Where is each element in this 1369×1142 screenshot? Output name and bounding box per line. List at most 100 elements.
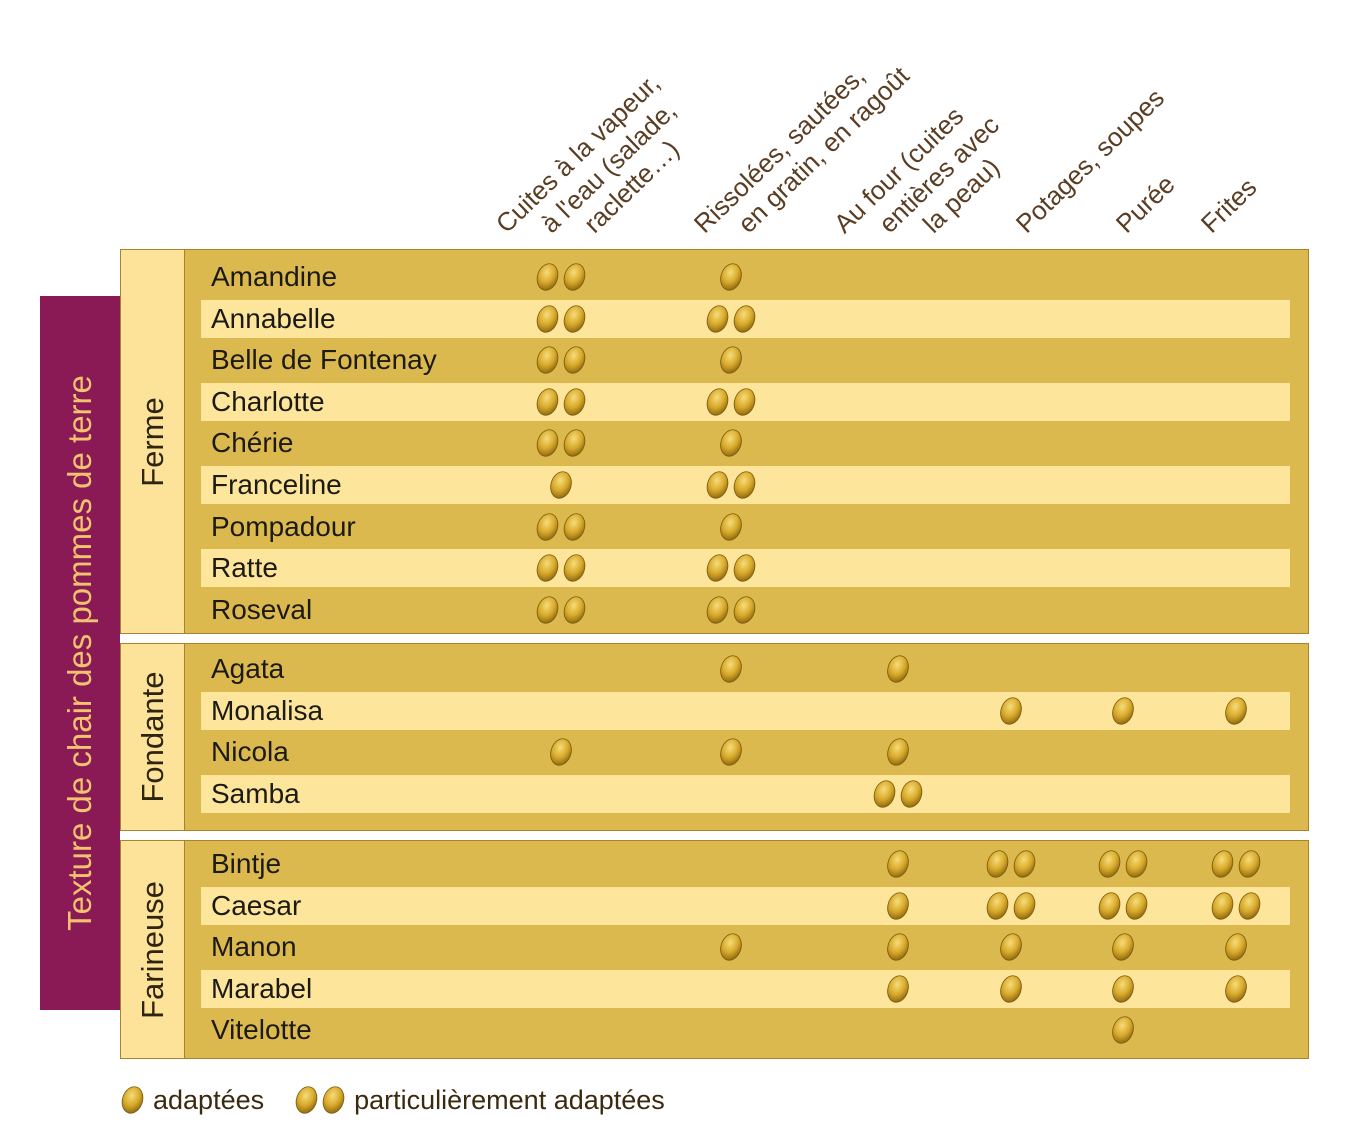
potato-icon (720, 263, 742, 291)
rating-suited (886, 891, 911, 921)
rating-particularly-suited (535, 387, 587, 417)
potato-icon (873, 780, 896, 808)
group-label-text: Farineuse (134, 880, 170, 1019)
rating-particularly-suited (705, 595, 757, 625)
potato-icon (563, 512, 586, 541)
potato-icon (1125, 891, 1148, 920)
group-label-text: Fondante (134, 671, 170, 803)
potato-icon (1112, 933, 1134, 961)
potato-icon (536, 346, 559, 374)
potato-icon (1238, 891, 1261, 920)
variety-name: Agata (211, 653, 285, 684)
rating-particularly-suited (535, 345, 587, 375)
potato-icon (887, 655, 909, 683)
rating-particularly-suited (1210, 849, 1262, 879)
rating-suited (1224, 974, 1249, 1004)
variety-name: Roseval (211, 593, 313, 625)
potato-icon (1013, 850, 1036, 878)
variety-name: Caesar (211, 889, 302, 921)
group-label-text: Ferme (134, 396, 170, 487)
potato-icon (706, 304, 729, 333)
potato-icon (1112, 1016, 1134, 1044)
potato-icon (536, 554, 559, 582)
table-row: Manon (201, 928, 1290, 966)
potato-icon (986, 891, 1009, 920)
table-row: Agata (201, 650, 1290, 688)
rating-suited (886, 974, 911, 1004)
potato-icon (563, 554, 586, 582)
table-row: Charlotte (201, 382, 1290, 421)
rating-suited (1111, 932, 1136, 962)
potato-icon (706, 388, 729, 416)
rating-suited (719, 654, 744, 684)
row-axis-label-box: Texture de chair des pommes de terre (40, 296, 120, 1010)
variety-name: Samba (211, 777, 300, 809)
table-row: Roseval (201, 591, 1290, 629)
potato-icon (706, 596, 729, 624)
potato-icon (536, 512, 559, 541)
table-row: Nicola (201, 733, 1290, 771)
table-row: Marabel (201, 969, 1290, 1008)
rating-suited (719, 262, 744, 292)
rating-suited (719, 428, 744, 458)
potato-icon (720, 738, 742, 766)
legend-single-label: adaptées (153, 1084, 265, 1115)
potato-icon (900, 780, 923, 808)
table-row: Chérie (201, 424, 1290, 462)
rating-particularly-suited (1097, 891, 1149, 921)
potato-icon (733, 304, 756, 333)
potato-icon (536, 304, 559, 333)
rating-suited (1224, 696, 1249, 726)
potato-icon (1225, 975, 1247, 1003)
rating-particularly-suited (705, 387, 757, 417)
potato-icon (1000, 696, 1022, 725)
potato-icon (295, 1086, 318, 1114)
rating-suited (999, 932, 1024, 962)
potato-icon (1112, 975, 1134, 1003)
variety-name: Bintje (211, 848, 282, 879)
potato-icon (1098, 850, 1121, 878)
rating-suited (719, 737, 744, 767)
potato-icon (733, 554, 756, 582)
legend-single-potato-icon (120, 1085, 145, 1115)
rating-suited (1111, 974, 1136, 1004)
potato-icon (550, 738, 572, 766)
potato-icon (986, 850, 1009, 878)
potato-icon (536, 263, 559, 291)
potato-icon (1000, 933, 1022, 961)
rating-suited (1111, 1015, 1136, 1045)
rating-particularly-suited (535, 262, 587, 292)
potato-icon (720, 512, 742, 541)
rating-suited (999, 974, 1024, 1004)
potato-icon (887, 975, 909, 1003)
legend-double-potato-icon (294, 1085, 346, 1115)
variety-name: Belle de Fontenay (211, 344, 437, 376)
rating-suited (549, 470, 574, 500)
legend: adaptées particulièrement adaptées (120, 1080, 695, 1120)
rating-suited (886, 654, 911, 684)
potato-icon (563, 304, 586, 333)
potato-icon (733, 388, 756, 416)
table-row: Bintje (201, 845, 1290, 883)
rating-suited (719, 512, 744, 542)
variety-name: Chérie (211, 427, 294, 459)
potato-icon (536, 429, 559, 457)
table-row: Vitelotte (201, 1011, 1290, 1049)
rating-suited (1111, 696, 1136, 726)
rating-suited (886, 932, 911, 962)
potato-icon (563, 388, 586, 416)
rating-particularly-suited (535, 304, 587, 334)
rating-particularly-suited (535, 595, 587, 625)
group-label: Farineuse (121, 841, 185, 1058)
rating-particularly-suited (535, 553, 587, 583)
potato-icon (887, 850, 909, 878)
potato-icon (1125, 850, 1148, 878)
variety-name: Amandine (211, 261, 338, 292)
table-row: Samba (201, 774, 1290, 813)
rating-suited (719, 345, 744, 375)
potato-icon (887, 891, 909, 920)
variety-name: Marabel (211, 972, 313, 1004)
table-row: Franceline (201, 466, 1290, 504)
column-header-5: Frites (1194, 171, 1263, 239)
potato-icon (733, 471, 756, 499)
